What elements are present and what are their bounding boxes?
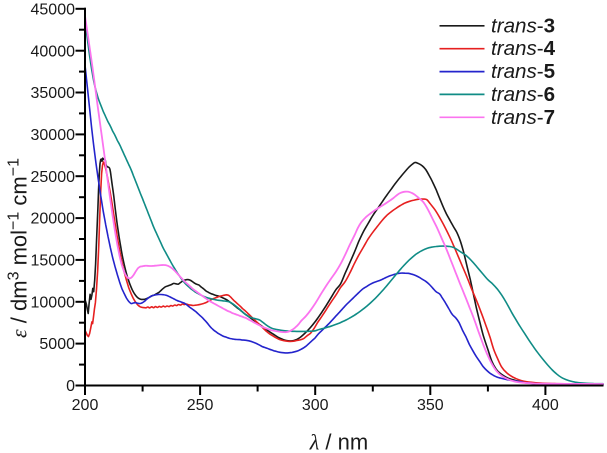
svg-text:ε / dm3 mol−1 cm−1: ε / dm3 mol−1 cm−1 xyxy=(6,158,32,338)
svg-text:20000: 20000 xyxy=(31,211,76,228)
svg-text:λ / nm: λ / nm xyxy=(309,430,368,453)
svg-text:300: 300 xyxy=(302,397,329,414)
svg-text:15000: 15000 xyxy=(31,253,76,270)
svg-text:40000: 40000 xyxy=(31,43,76,60)
svg-text:trans-4: trans-4 xyxy=(491,37,556,60)
svg-text:30000: 30000 xyxy=(31,127,76,144)
svg-text:350: 350 xyxy=(417,397,444,414)
svg-text:5000: 5000 xyxy=(39,336,75,353)
svg-text:trans-6: trans-6 xyxy=(491,83,555,106)
svg-text:250: 250 xyxy=(187,397,214,414)
svg-text:45000: 45000 xyxy=(31,1,76,18)
svg-text:trans-7: trans-7 xyxy=(491,106,555,129)
svg-text:0: 0 xyxy=(66,378,75,395)
svg-text:400: 400 xyxy=(532,397,559,414)
svg-text:trans-5: trans-5 xyxy=(491,60,555,83)
svg-text:25000: 25000 xyxy=(31,169,76,186)
svg-text:10000: 10000 xyxy=(31,294,76,311)
svg-text:200: 200 xyxy=(72,397,99,414)
svg-text:trans-3: trans-3 xyxy=(491,14,555,37)
svg-text:35000: 35000 xyxy=(31,85,76,102)
